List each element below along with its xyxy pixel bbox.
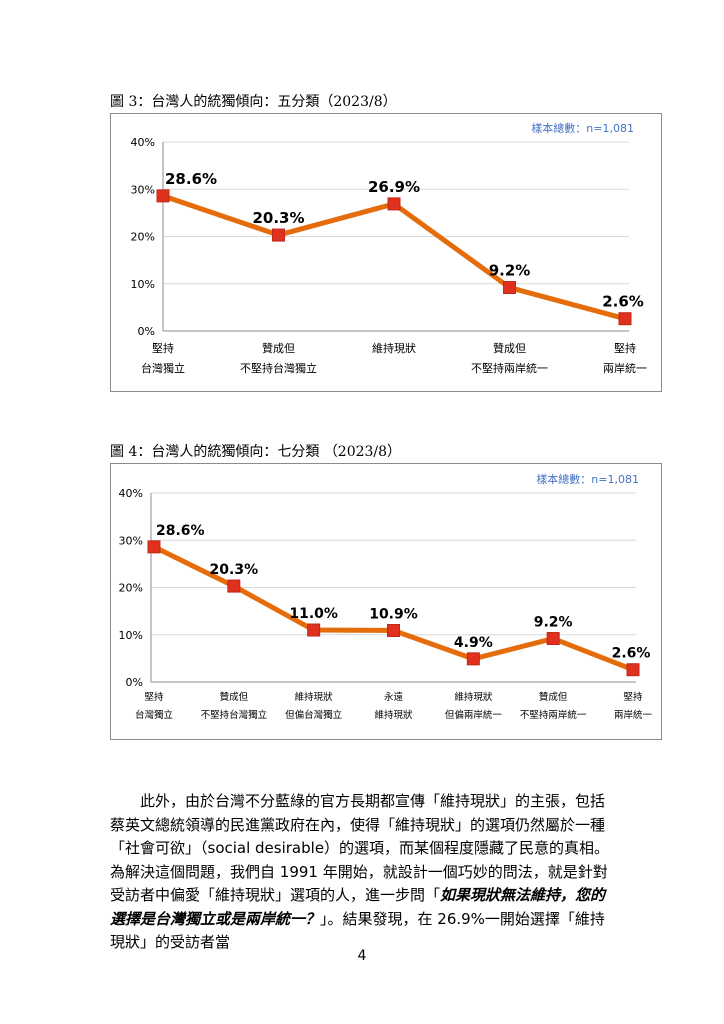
y-tick-label: 40%: [131, 136, 155, 149]
figure-4-chart: 樣本總數：n=1,081 0% 10% 20% 30% 40% 28.6% 堅持台灣獨立 20.…: [110, 463, 662, 740]
line-chart-seven-categories: 樣本總數：n=1,081 0% 10% 20% 30% 40% 28.6% 堅持台灣獨立 20.…: [119, 472, 653, 721]
data-value-label: 2.6%: [612, 646, 651, 662]
y-tick-label: 40%: [119, 487, 143, 500]
figure-4-caption: 圖 4：台灣人的統獨傾向：七分類 （2023/8）: [110, 444, 402, 460]
x-category-label: 維持現狀: [295, 691, 334, 703]
data-value-label: 9.2%: [489, 262, 531, 280]
x-category-label: 不堅持台灣獨立: [240, 361, 317, 375]
x-category-label: 贊成但: [262, 341, 295, 355]
x-category-label: 永遠: [384, 691, 404, 703]
y-tick-label: 30%: [119, 534, 143, 547]
data-value-label: 28.6%: [165, 170, 217, 188]
data-value-label: 20.3%: [210, 562, 259, 578]
x-category-label: 堅持: [152, 341, 174, 355]
data-value-label: 9.2%: [534, 615, 573, 631]
data-point-marker: [387, 197, 401, 211]
data-value-label: 4.9%: [454, 635, 493, 651]
y-tick-label: 0%: [138, 325, 155, 338]
data-point-marker: [227, 579, 241, 593]
x-category-label: 不堅持台灣獨立: [201, 709, 268, 721]
y-tick-label: 30%: [131, 183, 155, 196]
data-point-marker: [387, 623, 400, 637]
y-tick-label: 10%: [119, 629, 143, 642]
x-category-label: 贊成但: [493, 341, 526, 355]
data-point-marker: [546, 632, 560, 646]
x-category-label: 贊成但: [539, 691, 568, 703]
y-tick-label: 10%: [131, 278, 155, 291]
data-point-marker: [156, 189, 170, 203]
x-category-label: 兩岸統一: [603, 361, 647, 375]
data-value-label: 26.9%: [368, 178, 420, 196]
page-number: 4: [357, 948, 367, 964]
sample-size-note: 樣本總數：n=1,081: [536, 472, 639, 486]
x-category-label: 台灣獨立: [135, 709, 173, 721]
x-category-label: 不堅持兩岸統一: [520, 709, 587, 721]
y-tick-label: 0%: [126, 676, 143, 689]
x-category-label: 但偏台灣獨立: [285, 709, 342, 721]
data-point-marker: [147, 540, 161, 554]
paragraph-emphasis: 如果現狀無法維持，您的選擇是台灣獨立或是兩岸統一？: [110, 886, 606, 928]
figure-3-chart: 樣本總數：n=1,081 0% 10% 20% 30% 40% 28.6% 堅持台灣獨立 20.…: [110, 113, 662, 392]
data-point-marker: [503, 281, 516, 295]
x-category-label: 維持現狀: [374, 709, 413, 721]
y-tick-label: 20%: [119, 582, 143, 595]
data-point-marker: [466, 652, 480, 666]
x-category-label: 堅持: [144, 691, 164, 703]
x-category-label: 但偏兩岸統一: [445, 709, 503, 721]
data-point-marker: [272, 228, 285, 242]
data-point-marker: [626, 663, 640, 677]
data-value-label: 20.3%: [252, 209, 304, 227]
data-value-label: 10.9%: [369, 606, 418, 622]
series-line: [160, 193, 628, 322]
paragraph-text: 此外，由於台灣不分藍綠的官方長期都宣傳「維持現狀」的主張，包括蔡英文總統領導的民…: [110, 792, 610, 904]
x-category-label: 維持現狀: [454, 691, 493, 703]
data-point-marker: [618, 312, 632, 326]
data-value-label: 2.6%: [602, 293, 644, 311]
y-tick-label: 20%: [131, 231, 155, 244]
x-category-label: 兩岸統一: [614, 709, 653, 721]
x-category-label: 堅持: [623, 691, 643, 703]
sample-size-note: 樣本總數：n=1,081: [531, 121, 634, 135]
data-value-label: 28.6%: [156, 523, 205, 539]
x-category-label: 不堅持兩岸統一: [471, 361, 548, 375]
data-point-marker: [307, 623, 321, 637]
x-category-label: 維持現狀: [372, 341, 416, 355]
x-category-label: 台灣獨立: [141, 361, 185, 375]
line-chart-five-categories: 樣本總數：n=1,081 0% 10% 20% 30% 40% 28.6% 堅持台灣獨立 20.…: [131, 121, 647, 375]
data-value-label: 11.0%: [289, 606, 338, 622]
paragraph-text-tail: 」。結果發現，在 26.9%一開始選擇「維持現狀」的受訪者當: [110, 909, 605, 952]
body-paragraph: 此外，由於台灣不分藍綠的官方長期都宣傳「維持現狀」的主張，包括蔡英文總統領導的民…: [110, 790, 612, 955]
x-category-label: 贊成但: [220, 691, 249, 703]
x-category-label: 堅持: [614, 341, 636, 355]
figure-3-caption: 圖 3：台灣人的統獨傾向：五分類（2023/8）: [110, 94, 397, 110]
